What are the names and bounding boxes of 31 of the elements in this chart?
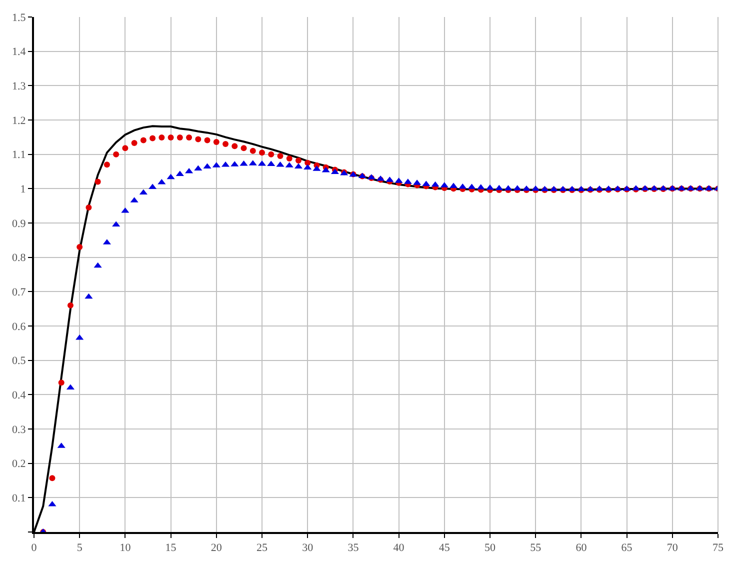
y-tick-label: 0.6 [12, 320, 26, 333]
x-tick-label: 45 [438, 542, 450, 554]
y-tick-label: 1.2 [12, 114, 26, 127]
y-tick-label: 0.3 [12, 424, 26, 436]
y-tick-label: 0.1 [12, 492, 26, 505]
x-tick-label: 20 [210, 542, 222, 554]
x-tick-label: 35 [348, 542, 360, 554]
y-tick-label: 1.1 [12, 149, 26, 162]
y-tick-label: 0.9 [12, 218, 26, 230]
y-tick-label: 0.4 [12, 390, 26, 402]
y-tick-label: 1.5 [12, 12, 26, 24]
y-tick-label: 1 [20, 184, 26, 196]
x-tick-label: 10 [120, 542, 132, 554]
x-tick-label: 70 [666, 542, 678, 554]
y-tick-label: 0.5 [12, 355, 26, 368]
x-tick-label: 60 [576, 542, 588, 554]
y-tick-label: 1.3 [12, 80, 26, 93]
x-tick-label: 30 [302, 542, 314, 554]
y-tick-label: 0.7 [12, 286, 26, 299]
x-tick-label: 40 [393, 542, 405, 554]
y-tick-label: 0.2 [12, 458, 26, 470]
x-tick-label: 15 [165, 542, 177, 554]
x-tick-label: 25 [256, 542, 268, 554]
x-tick-label: 50 [484, 542, 496, 554]
x-tick-label: 0 [31, 542, 38, 554]
x-tick-label: 75 [712, 542, 724, 554]
x-tick-label: 65 [621, 542, 633, 554]
y-tick-label: 0.8 [12, 252, 26, 264]
x-tick-label: 5 [76, 542, 83, 554]
x-tick-label: 55 [530, 542, 542, 554]
y-tick-label: 1.4 [12, 46, 26, 58]
